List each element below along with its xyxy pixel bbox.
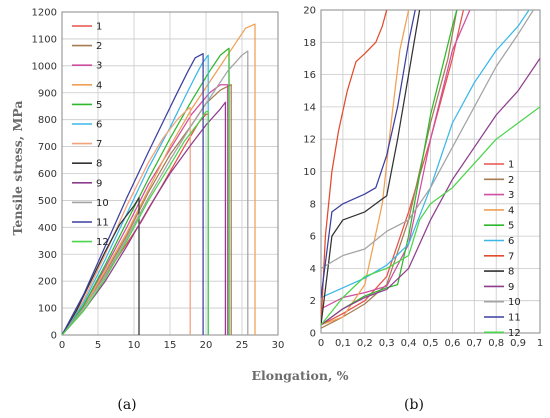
a-series-line-9 — [62, 101, 227, 335]
a-x-tick-label-0: 0 — [59, 340, 65, 351]
a-y-tick-label-9: 900 — [38, 88, 57, 99]
a-series-line-6 — [62, 54, 209, 335]
b-legend-label-4: 4 — [508, 205, 514, 216]
a-x-tick-label-6: 30 — [272, 340, 285, 351]
b-series-line-12 — [321, 106, 540, 326]
a-series-line-5 — [62, 47, 230, 335]
panel-b-chart: 0 0,1 0,2 0,3 0,4 0,5 0,6 0,7 0,8 0,9 102468101214… — [303, 6, 543, 350]
b-plot-frame — [320, 9, 541, 334]
b-series-line-4 — [321, 10, 410, 326]
panel-label-a: (a) — [117, 397, 136, 413]
b-y-tick-label-9: 18 — [303, 38, 316, 49]
b-y-tick-label-0: 0 — [310, 329, 316, 340]
a-y-tick-label-8: 800 — [38, 115, 57, 126]
a-y-tick-label-6: 600 — [38, 169, 57, 180]
b-y-tick-label-4: 8 — [310, 199, 316, 210]
a-series-line-2 — [62, 84, 232, 335]
b-series-line-10 — [321, 10, 535, 270]
a-y-tick-label-11: 1100 — [32, 34, 57, 45]
b-x-tick-label-10: 1 — [537, 338, 543, 349]
a-legend-label-10: 10 — [96, 198, 109, 209]
a-x-tick-label-1: 5 — [95, 340, 101, 351]
b-y-tick-label-2: 4 — [310, 264, 316, 275]
a-series-line-4 — [62, 23, 256, 335]
b-series-line-2 — [321, 10, 458, 329]
b-series-line-8 — [321, 10, 421, 326]
b-legend-label-12: 12 — [508, 328, 521, 339]
a-plot-frame — [61, 11, 279, 336]
b-series-line-9 — [321, 57, 540, 326]
a-series-line-8 — [62, 197, 140, 335]
a-legend-label-9: 9 — [96, 178, 102, 189]
a-x-tick-label-2: 10 — [128, 340, 141, 351]
a-legend-label-4: 4 — [96, 80, 102, 91]
b-legend-label-2: 2 — [508, 175, 514, 186]
a-series-line-10 — [62, 50, 249, 335]
panel-a-chart: 0 5 10 15 20 25 300100200300400500600700800900… — [32, 8, 285, 352]
b-y-tick-label-1: 2 — [310, 296, 316, 307]
b-x-tick-label-4: 0,4 — [401, 338, 417, 349]
a-y-tick-label-3: 300 — [38, 250, 57, 261]
a-legend-label-12: 12 — [96, 237, 109, 248]
a-x-tick-label-5: 25 — [236, 340, 249, 351]
a-legend-label-5: 5 — [96, 100, 102, 111]
a-y-tick-label-12: 1200 — [32, 8, 57, 19]
a-y-tick-label-2: 200 — [38, 277, 57, 288]
b-x-tick-label-2: 0,2 — [357, 338, 373, 349]
a-x-tick-label-3: 15 — [164, 340, 177, 351]
b-legend-label-6: 6 — [508, 236, 514, 247]
b-series-line-6 — [321, 10, 530, 299]
a-y-tick-label-5: 500 — [38, 196, 57, 207]
a-legend-label-8: 8 — [96, 159, 102, 170]
a-series-line-11 — [62, 53, 204, 335]
b-x-tick-label-9: 0,9 — [510, 338, 526, 349]
y-axis-label: Tensile stress, MPa — [10, 101, 25, 236]
b-x-tick-label-6: 0,6 — [444, 338, 460, 349]
b-legend-label-9: 9 — [508, 282, 514, 293]
b-y-tick-label-3: 6 — [310, 232, 316, 243]
a-legend-label-1: 1 — [96, 22, 102, 33]
b-series-line-3 — [321, 10, 471, 310]
b-series-line-11 — [321, 10, 416, 299]
a-y-tick-label-0: 0 — [51, 331, 57, 342]
b-y-tick-label-8: 16 — [303, 70, 316, 81]
panel-label-b: (b) — [404, 397, 424, 413]
b-legend-label-1: 1 — [508, 160, 514, 171]
a-x-tick-label-4: 20 — [200, 340, 213, 351]
b-legend-label-10: 10 — [508, 297, 521, 308]
a-y-tick-label-7: 700 — [38, 142, 57, 153]
a-legend-label-6: 6 — [96, 120, 102, 131]
b-x-tick-label-3: 0,3 — [379, 338, 395, 349]
a-y-tick-label-10: 1000 — [32, 61, 57, 72]
b-x-tick-label-0: 0 — [318, 338, 324, 349]
b-x-tick-label-8: 0,8 — [488, 338, 504, 349]
a-legend-label-7: 7 — [96, 139, 102, 150]
b-legend-label-8: 8 — [508, 267, 514, 278]
a-series-line-3 — [62, 84, 229, 335]
b-legend-label-3: 3 — [508, 190, 514, 201]
a-y-tick-label-4: 400 — [38, 223, 57, 234]
a-y-tick-label-1: 100 — [38, 304, 57, 315]
a-series-line-12 — [62, 110, 209, 335]
b-x-tick-label-1: 0,1 — [335, 338, 351, 349]
b-y-tick-label-5: 10 — [303, 167, 316, 178]
b-y-tick-label-10: 20 — [303, 6, 316, 17]
x-axis-label: Elongation, % — [251, 368, 348, 383]
b-y-tick-label-7: 14 — [303, 102, 316, 113]
b-legend-label-5: 5 — [508, 221, 514, 232]
a-legend-label-2: 2 — [96, 41, 102, 52]
a-series-line-7 — [62, 106, 191, 335]
a-legend-label-11: 11 — [96, 218, 109, 229]
b-x-tick-label-7: 0,7 — [466, 338, 482, 349]
b-series-line-7 — [321, 10, 388, 326]
a-legend-label-3: 3 — [96, 61, 102, 72]
b-legend-label-7: 7 — [508, 251, 514, 262]
b-legend-label-11: 11 — [508, 313, 521, 324]
b-y-tick-label-6: 12 — [303, 135, 316, 146]
b-x-tick-label-5: 0,5 — [423, 338, 439, 349]
